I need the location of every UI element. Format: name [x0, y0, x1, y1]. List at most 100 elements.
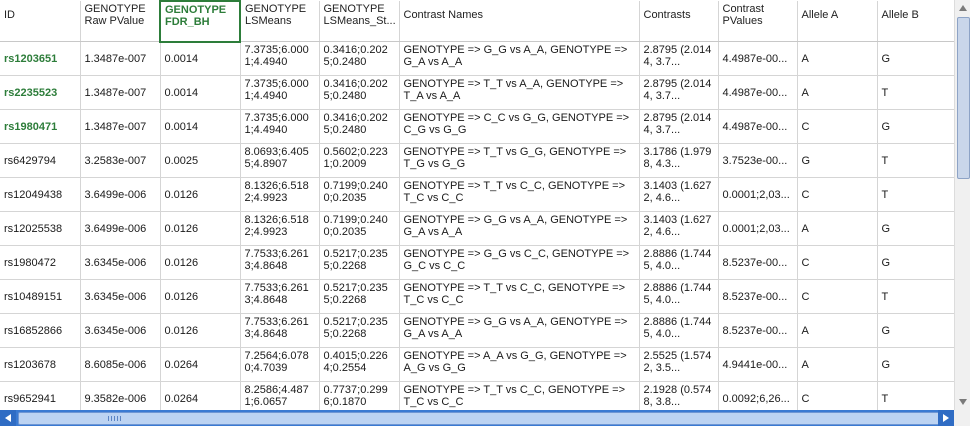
cell-contrasts[interactable]: 3.1786 (1.9798, 4.3...	[639, 143, 719, 178]
cell-lsmeans-stderr[interactable]: 0.5217;0.2355;0.2268	[319, 313, 400, 348]
cell-lsmeans-stderr[interactable]: 0.3416;0.2025;0.2480	[319, 109, 400, 144]
horizontal-scrollbar[interactable]	[0, 410, 954, 426]
cell-allele-b[interactable]: G	[877, 245, 954, 280]
cell-lsmeans-stderr[interactable]: 0.5217;0.2355;0.2268	[319, 245, 400, 280]
cell-raw-pvalue[interactable]: 1.3487e-007	[80, 41, 161, 76]
vertical-scroll-thumb[interactable]	[957, 17, 970, 179]
cell-lsmeans[interactable]: 8.2586;4.4871;6.0657	[240, 381, 320, 410]
cell-raw-pvalue[interactable]: 8.6085e-006	[80, 347, 161, 382]
cell-contrast-names[interactable]: GENOTYPE => T_T vs C_C, GENOTYPE => T_C …	[399, 381, 640, 410]
cell-contrasts[interactable]: 2.8886 (1.7445, 4.0...	[639, 313, 719, 348]
cell-raw-pvalue[interactable]: 9.3582e-006	[80, 381, 161, 410]
cell-contrast-names[interactable]: GENOTYPE => T_T vs C_C, GENOTYPE => T_C …	[399, 177, 640, 212]
cell-lsmeans-stderr[interactable]: 0.5602;0.2231;0.2009	[319, 143, 400, 178]
cell-raw-pvalue[interactable]: 3.6345e-006	[80, 313, 161, 348]
column-header-contrast-pvalues[interactable]: Contrast PValues	[718, 1, 798, 42]
horizontal-scroll-thumb[interactable]	[18, 412, 940, 425]
cell-allele-b[interactable]: T	[877, 143, 954, 178]
cell-lsmeans-stderr[interactable]: 0.7199;0.2400;0.2035	[319, 177, 400, 212]
table-row[interactable]: rs1203651 1.3487e-007 0.0014 7.3735;6.0001;…	[0, 41, 954, 76]
cell-contrast-names[interactable]: GENOTYPE => G_G vs A_A, GENOTYPE => G_A …	[399, 313, 640, 348]
cell-contrast-pvalues[interactable]: 3.7523e-00...	[718, 143, 798, 178]
cell-lsmeans[interactable]: 7.7533;6.2613;4.8648	[240, 245, 320, 280]
cell-fdr-bh[interactable]: 0.0014	[160, 109, 241, 144]
cell-allele-a[interactable]: C	[797, 245, 878, 280]
cell-lsmeans[interactable]: 7.7533;6.2613;4.8648	[240, 313, 320, 348]
cell-raw-pvalue[interactable]: 1.3487e-007	[80, 109, 161, 144]
cell-raw-pvalue[interactable]: 3.6345e-006	[80, 245, 161, 280]
table-row[interactable]: rs12025538 3.6499e-006 0.0126 8.1326;6.5182…	[0, 211, 954, 246]
table-row[interactable]: rs1980471 1.3487e-007 0.0014 7.3735;6.0001;…	[0, 109, 954, 144]
scroll-left-button[interactable]	[0, 410, 16, 426]
cell-id[interactable]: rs12049438	[0, 177, 81, 212]
cell-lsmeans[interactable]: 7.3735;6.0001;4.4940	[240, 75, 320, 110]
column-header-allele-b[interactable]: Allele B	[877, 1, 954, 42]
cell-fdr-bh[interactable]: 0.0014	[160, 41, 241, 76]
cell-allele-b[interactable]: G	[877, 211, 954, 246]
cell-allele-a[interactable]: A	[797, 211, 878, 246]
cell-fdr-bh[interactable]: 0.0264	[160, 347, 241, 382]
cell-fdr-bh[interactable]: 0.0126	[160, 279, 241, 314]
cell-contrast-names[interactable]: GENOTYPE => A_A vs G_G, GENOTYPE => A_G …	[399, 347, 640, 382]
table-row[interactable]: rs6429794 3.2583e-007 0.0025 8.0693;6.4055;…	[0, 143, 954, 178]
table-row[interactable]: rs1203678 8.6085e-006 0.0264 7.2564;6.0780;…	[0, 347, 954, 382]
cell-contrast-pvalues[interactable]: 8.5237e-00...	[718, 313, 798, 348]
cell-allele-b[interactable]: T	[877, 279, 954, 314]
column-header-lsmeans-stderr[interactable]: GENOTYPE LSMeans_St...	[319, 1, 400, 42]
column-header-contrast-names[interactable]: Contrast Names	[399, 1, 640, 42]
cell-raw-pvalue[interactable]: 3.6499e-006	[80, 177, 161, 212]
cell-lsmeans-stderr[interactable]: 0.7199;0.2400;0.2035	[319, 211, 400, 246]
table-row[interactable]: rs10489151 3.6345e-006 0.0126 7.7533;6.2613…	[0, 279, 954, 314]
cell-contrast-names[interactable]: GENOTYPE => T_T vs C_C, GENOTYPE => T_C …	[399, 279, 640, 314]
cell-allele-a[interactable]: A	[797, 347, 878, 382]
cell-contrast-names[interactable]: GENOTYPE => G_G vs A_A, GENOTYPE => G_A …	[399, 211, 640, 246]
cell-lsmeans[interactable]: 7.2564;6.0780;4.7039	[240, 347, 320, 382]
cell-contrasts[interactable]: 2.8795 (2.0144, 3.7...	[639, 75, 719, 110]
cell-contrasts[interactable]: 3.1403 (1.6272, 4.6...	[639, 177, 719, 212]
cell-id[interactable]: rs12025538	[0, 211, 81, 246]
cell-raw-pvalue[interactable]: 3.2583e-007	[80, 143, 161, 178]
cell-contrasts[interactable]: 2.8886 (1.7445, 4.0...	[639, 245, 719, 280]
cell-id[interactable]: rs9652941	[0, 381, 81, 410]
cell-allele-b[interactable]: T	[877, 75, 954, 110]
cell-lsmeans-stderr[interactable]: 0.5217;0.2355;0.2268	[319, 279, 400, 314]
column-header-contrasts[interactable]: Contrasts	[639, 1, 719, 42]
cell-contrast-names[interactable]: GENOTYPE => T_T vs A_A, GENOTYPE => T_A …	[399, 75, 640, 110]
cell-raw-pvalue[interactable]: 3.6499e-006	[80, 211, 161, 246]
table-row[interactable]: rs1980472 3.6345e-006 0.0126 7.7533;6.2613;…	[0, 245, 954, 280]
cell-fdr-bh[interactable]: 0.0025	[160, 143, 241, 178]
cell-lsmeans-stderr[interactable]: 0.3416;0.2025;0.2480	[319, 75, 400, 110]
cell-contrast-pvalues[interactable]: 0.0001;2,03...	[718, 211, 798, 246]
cell-lsmeans[interactable]: 8.1326;6.5182;4.9923	[240, 177, 320, 212]
cell-lsmeans[interactable]: 7.3735;6.0001;4.4940	[240, 109, 320, 144]
cell-allele-a[interactable]: A	[797, 75, 878, 110]
cell-contrasts[interactable]: 2.8886 (1.7445, 4.0...	[639, 279, 719, 314]
cell-contrasts[interactable]: 2.1928 (0.5748, 3.8...	[639, 381, 719, 410]
column-header-raw-pvalue[interactable]: GENOTYPE Raw PValue	[80, 1, 161, 42]
scroll-up-button[interactable]	[955, 0, 970, 16]
cell-contrast-names[interactable]: GENOTYPE => T_T vs G_G, GENOTYPE => T_G …	[399, 143, 640, 178]
cell-lsmeans-stderr[interactable]: 0.4015;0.2264;0.2554	[319, 347, 400, 382]
cell-contrast-pvalues[interactable]: 8.5237e-00...	[718, 245, 798, 280]
table-row[interactable]: rs12049438 3.6499e-006 0.0126 8.1326;6.5182…	[0, 177, 954, 212]
vertical-scrollbar[interactable]	[954, 0, 970, 410]
cell-allele-b[interactable]: G	[877, 41, 954, 76]
cell-contrast-pvalues[interactable]: 4.4987e-00...	[718, 109, 798, 144]
cell-lsmeans[interactable]: 8.1326;6.5182;4.9923	[240, 211, 320, 246]
scroll-right-button[interactable]	[938, 410, 954, 426]
table-row[interactable]: rs9652941 9.3582e-006 0.0264 8.2586;4.4871;…	[0, 381, 954, 410]
cell-fdr-bh[interactable]: 0.0126	[160, 245, 241, 280]
cell-contrasts[interactable]: 3.1403 (1.6272, 4.6...	[639, 211, 719, 246]
cell-id[interactable]: rs2235523	[0, 75, 81, 110]
cell-fdr-bh[interactable]: 0.0126	[160, 211, 241, 246]
cell-allele-b[interactable]: T	[877, 177, 954, 212]
cell-contrast-pvalues[interactable]: 4.4987e-00...	[718, 75, 798, 110]
column-header-lsmeans[interactable]: GENOTYPE LSMeans	[240, 1, 320, 42]
cell-allele-a[interactable]: C	[797, 279, 878, 314]
cell-contrast-names[interactable]: GENOTYPE => G_G vs A_A, GENOTYPE => G_A …	[399, 41, 640, 76]
cell-contrast-pvalues[interactable]: 0.0001;2,03...	[718, 177, 798, 212]
scroll-down-button[interactable]	[955, 394, 970, 410]
cell-contrasts[interactable]: 2.8795 (2.0144, 3.7...	[639, 41, 719, 76]
cell-allele-b[interactable]: G	[877, 109, 954, 144]
cell-fdr-bh[interactable]: 0.0264	[160, 381, 241, 410]
